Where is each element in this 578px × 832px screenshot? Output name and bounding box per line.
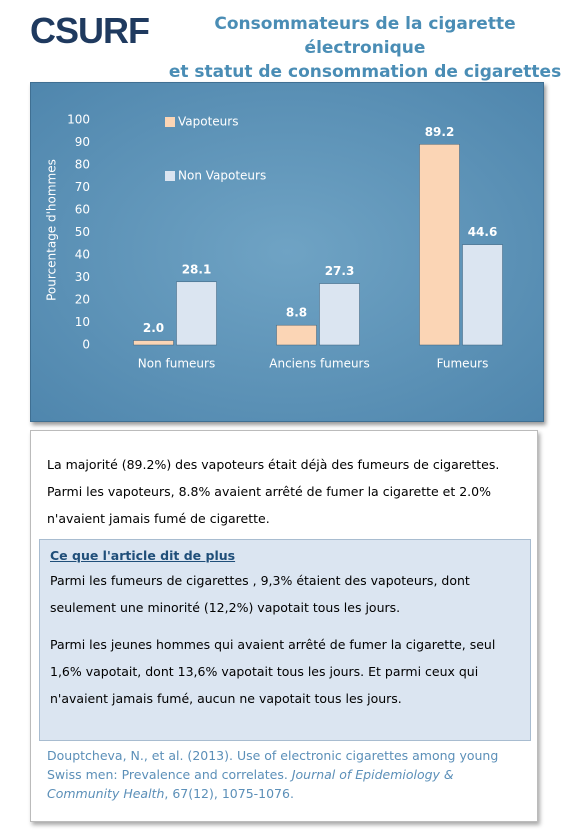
bar — [319, 283, 360, 346]
y-tick-label: 30 — [75, 270, 90, 284]
y-tick-label: 40 — [75, 248, 90, 262]
value-label: 44.6 — [468, 225, 498, 239]
legend-label: Vapoteurs — [178, 115, 238, 129]
y-tick-label: 100 — [67, 113, 90, 127]
text-box: La majorité (89.2%) des vapoteurs était … — [30, 430, 538, 822]
bar — [133, 340, 174, 346]
title-line: Consommateurs de la cigarette électroniq… — [214, 14, 516, 58]
summary: La majorité (89.2%) des vapoteurs était … — [47, 457, 500, 526]
value-label: 89.2 — [425, 125, 455, 139]
chart: Pourcentage d'hommes 0 10 20 30 40 50 60 70 80 90… — [45, 113, 503, 371]
bar — [462, 244, 503, 346]
more-paragraph: Parmi les jeunes hommes qui avaient arrê… — [50, 637, 496, 706]
value-label: 2.0 — [143, 321, 164, 335]
title-line: et statut de consommation de cigarettes — [168, 62, 562, 82]
bar — [176, 281, 217, 346]
y-tick-label: 0 — [82, 338, 90, 352]
title: Consommateurs de la cigarette électroniq… — [165, 12, 565, 84]
y-tick-label: 90 — [75, 135, 90, 149]
y-tick-label: 70 — [75, 180, 90, 194]
y-tick-label: 10 — [75, 315, 90, 329]
legend-swatch — [165, 117, 175, 127]
logo: CSURF — [30, 10, 150, 51]
legend-label: Non Vapoteurs — [178, 169, 266, 183]
citation-rest: , 67(12), 1075-1076. — [164, 786, 294, 801]
y-tick-label: 50 — [75, 225, 90, 239]
value-label: 27.3 — [325, 264, 355, 278]
y-tick-label: 60 — [75, 203, 90, 217]
bar — [419, 144, 460, 346]
legend-swatch — [165, 171, 175, 181]
y-tick-label: 80 — [75, 158, 90, 172]
more-paragraph: Parmi les fumeurs de cigarettes , 9,3% é… — [50, 573, 470, 615]
more-heading: Ce que l'article dit de plus — [50, 548, 236, 563]
more-box: Ce que l'article dit de plus Parmi les f… — [39, 539, 531, 741]
citation-text: Douptcheva, N., et al. (2013). Use of el… — [47, 748, 499, 782]
citation: Douptcheva, N., et al. (2013). Use of el… — [47, 746, 527, 803]
citation-journal: Journal of Epidemiology & Community Heal… — [47, 767, 454, 801]
y-axis-label: Pourcentage d'hommes — [45, 159, 59, 301]
y-tick-label: 20 — [75, 293, 90, 307]
x-tick-label: Anciens fumeurs — [269, 357, 370, 371]
x-tick-label: Fumeurs — [437, 357, 489, 371]
value-label: 28.1 — [182, 262, 212, 276]
x-tick-label: Non fumeurs — [138, 357, 215, 371]
bar — [276, 324, 317, 346]
value-label: 8.8 — [286, 306, 307, 320]
